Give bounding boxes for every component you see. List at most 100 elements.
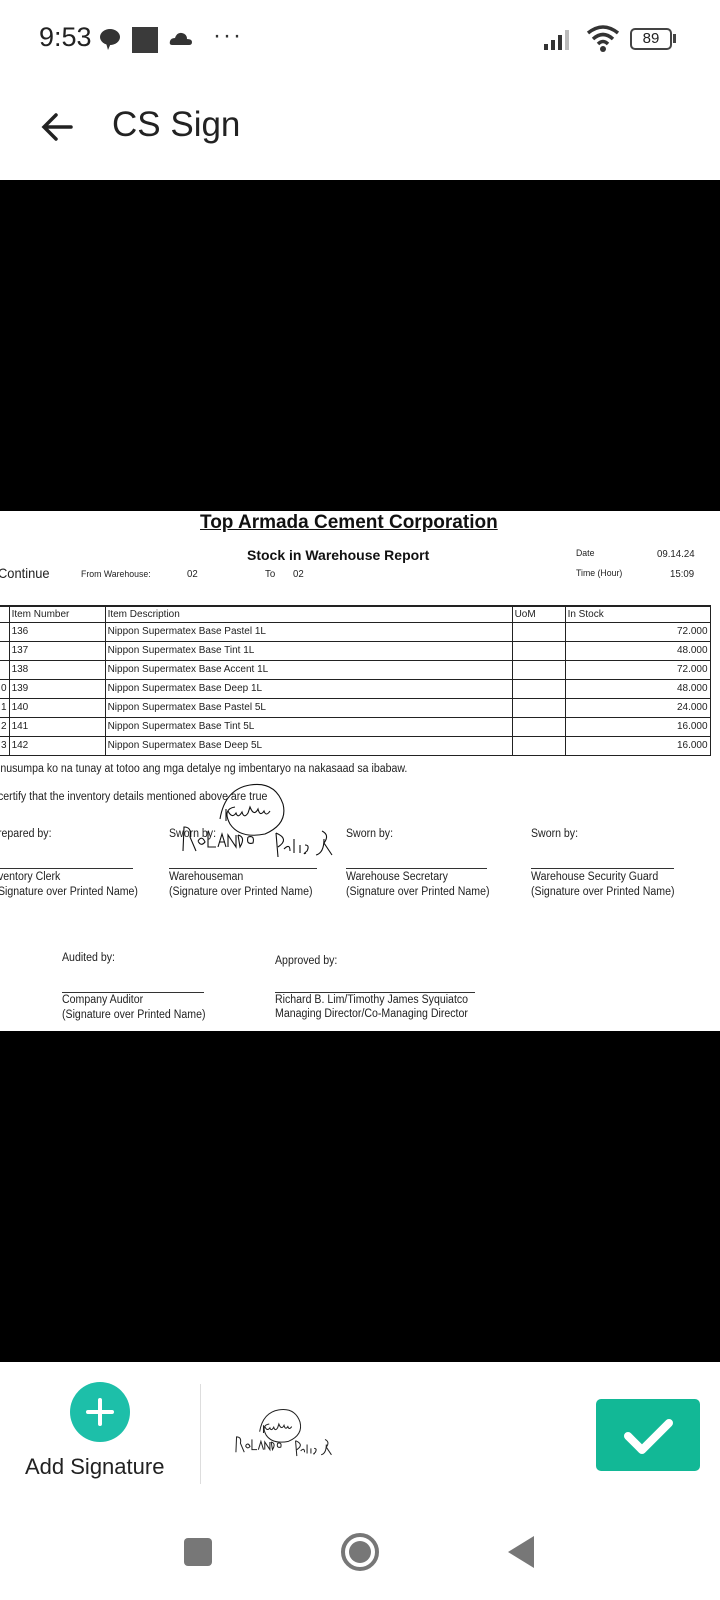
status-bar: 9:53 ··· 89: [0, 0, 720, 80]
time-value: 15:09: [670, 568, 695, 580]
signatory-role: Warehouse Security Guard: [531, 871, 659, 883]
item-number: 140: [8, 697, 106, 718]
viewer-background-bottom: [0, 1031, 720, 1362]
company-name: Top Armada Cement Corporation: [200, 512, 498, 533]
col-uom: UoM: [511, 605, 566, 623]
signature-line: [62, 992, 204, 993]
approved-caption: Approved by:: [275, 955, 338, 967]
in-stock: 24.000: [564, 697, 711, 718]
item-description: Nippon Supermatex Base Deep 5L: [104, 735, 513, 756]
uom: [511, 678, 566, 699]
audited-caption: Audited by:: [62, 952, 115, 964]
col-item-description: Item Description: [104, 605, 513, 623]
item-description: Nippon Supermatex Base Pastel 5L: [104, 697, 513, 718]
index-header: [0, 605, 10, 623]
uom: [511, 716, 566, 737]
item-description: Nippon Supermatex Base Pastel 1L: [104, 621, 513, 642]
item-description: Nippon Supermatex Base Tint 1L: [104, 640, 513, 661]
app-bar: CS Sign: [0, 80, 720, 180]
toolbar-divider: [200, 1384, 201, 1484]
system-nav-bar: [0, 1512, 720, 1600]
item-description: Nippon Supermatex Base Accent 1L: [104, 659, 513, 680]
signature-line: [531, 868, 674, 869]
recents-square-icon[interactable]: [184, 1538, 212, 1566]
page-title: CS Sign: [112, 105, 241, 144]
checkmark-icon: [624, 1419, 673, 1454]
table-header-row: Item Number Item Description UoM In Stoc…: [0, 605, 711, 623]
signature-line: [169, 868, 317, 869]
oath-english: certify that the inventory details menti…: [0, 791, 268, 803]
table-row: 0 139 Nippon Supermatex Base Deep 1L 48.000: [0, 678, 711, 699]
in-stock: 48.000: [564, 678, 711, 699]
oath-filipino: inusumpa ko na tunay at totoo ang mga de…: [0, 763, 408, 775]
signatory-caption: Sworn by:: [169, 828, 217, 840]
in-stock: 48.000: [564, 640, 711, 661]
signatory-caption: repared by:: [0, 828, 52, 840]
from-warehouse-label: From Warehouse:: [81, 569, 151, 580]
item-number: 137: [8, 640, 106, 661]
date-value: 09.14.24: [657, 548, 695, 560]
continue-label: Continue: [0, 565, 50, 581]
add-signature-label[interactable]: Add Signature: [25, 1454, 165, 1479]
signatory-note: Signature over Printed Name): [0, 886, 138, 898]
item-number: 142: [8, 735, 106, 756]
signature-toolbar: Add Signature: [0, 1362, 720, 1512]
item-description: Nippon Supermatex Base Deep 1L: [104, 678, 513, 699]
home-circle-icon[interactable]: [340, 1532, 380, 1572]
in-stock: 72.000: [564, 659, 711, 680]
stock-table: Item Number Item Description UoM In Stoc…: [0, 605, 711, 756]
battery-icon: 89: [630, 28, 672, 50]
arrow-left-icon[interactable]: [40, 110, 74, 144]
item-number: 136: [8, 621, 106, 642]
auditor-note: (Signature over Printed Name): [62, 1009, 206, 1021]
signatory-caption: Sworn by:: [531, 828, 579, 840]
signature-line: [275, 992, 475, 993]
row-index: [0, 659, 10, 680]
cloud-icon: [169, 32, 192, 45]
row-index: 1: [0, 697, 10, 718]
approver-name: Richard B. Lim/Timothy James Syquiatco: [275, 994, 469, 1006]
uom: [511, 621, 566, 642]
table-row: 1 140 Nippon Supermatex Base Pastel 5L 24.0…: [0, 697, 711, 718]
table-row: 138 Nippon Supermatex Base Accent 1L 72.00…: [0, 659, 711, 680]
from-warehouse-value: 02: [187, 568, 198, 580]
table-row: 137 Nippon Supermatex Base Tint 1L 48.000: [0, 640, 711, 661]
col-in-stock: In Stock: [564, 605, 711, 623]
item-number: 141: [8, 716, 106, 737]
to-label: To: [265, 568, 276, 580]
auditor-role: Company Auditor: [62, 994, 144, 1006]
signal-icon: [544, 30, 569, 50]
saved-signature-thumbnail[interactable]: [234, 1406, 334, 1460]
placed-signature[interactable]: [180, 779, 336, 863]
date-label: Date: [576, 548, 595, 559]
in-stock: 72.000: [564, 621, 711, 642]
chat-bubble-icon: [100, 29, 120, 50]
viewer-background-top: [0, 180, 720, 511]
signatory-role: ventory Clerk: [0, 871, 61, 883]
row-index: [0, 621, 10, 642]
signature-line: [346, 868, 487, 869]
confirm-button[interactable]: [596, 1399, 700, 1471]
square-notification-icon: [132, 27, 158, 53]
more-dots-icon: ···: [213, 22, 243, 49]
signatory-note: (Signature over Printed Name): [531, 886, 675, 898]
uom: [511, 659, 566, 680]
row-index: 0: [0, 678, 10, 699]
document-page[interactable]: Top Armada Cement Corporation Stock in W…: [0, 511, 720, 1031]
item-description: Nippon Supermatex Base Tint 5L: [104, 716, 513, 737]
add-signature-button[interactable]: [70, 1382, 130, 1442]
table-row: 3 142 Nippon Supermatex Base Deep 5L 16.000: [0, 735, 711, 756]
in-stock: 16.000: [564, 716, 711, 737]
approver-title: Managing Director/Co-Managing Director: [275, 1008, 468, 1020]
uom: [511, 640, 566, 661]
status-time: 9:53: [39, 22, 92, 52]
table-row: 2 141 Nippon Supermatex Base Tint 5L 16.000: [0, 716, 711, 737]
to-value: 02: [293, 568, 304, 580]
signatory-role: Warehouseman: [169, 871, 244, 883]
in-stock: 16.000: [564, 735, 711, 756]
item-number: 139: [8, 678, 106, 699]
signatory-note: (Signature over Printed Name): [169, 886, 313, 898]
back-triangle-icon[interactable]: [506, 1534, 536, 1570]
row-index: [0, 640, 10, 661]
time-label: Time (Hour): [576, 568, 623, 579]
